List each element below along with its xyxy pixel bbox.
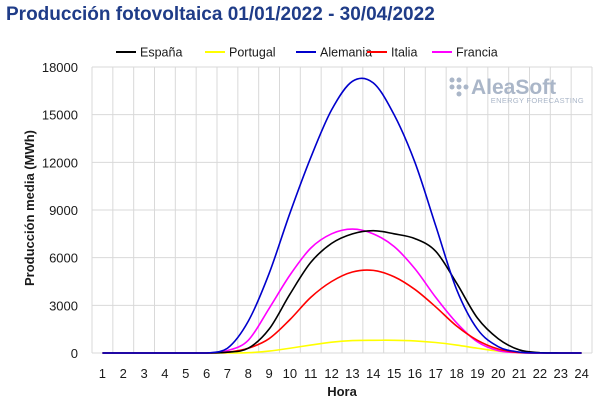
x-tick-label: 17 <box>429 366 443 381</box>
x-tick-label: 5 <box>182 366 189 381</box>
x-tick-label: 9 <box>265 366 272 381</box>
x-tick-label: 16 <box>408 366 422 381</box>
logo-tagline: ENERGY FORECASTING <box>491 96 584 105</box>
y-tick-label: 12000 <box>42 155 78 170</box>
legend-item-francia: Francia <box>432 46 498 60</box>
x-tick-label: 24 <box>574 366 588 381</box>
x-tick-label: 23 <box>554 366 568 381</box>
y-tick-label: 0 <box>71 346 78 361</box>
grid <box>91 66 593 354</box>
x-axis-title: Hora <box>327 384 357 399</box>
legend-label: Alemania <box>320 46 372 60</box>
x-tick-label: 15 <box>387 366 401 381</box>
x-tick-label: 20 <box>491 366 505 381</box>
x-tick-label: 22 <box>533 366 547 381</box>
logo-dots-icon <box>449 77 469 97</box>
legend-label: Portugal <box>229 46 276 60</box>
legend-item-italia: Italia <box>367 46 417 60</box>
x-tick-label: 3 <box>140 366 147 381</box>
x-tick-label: 4 <box>161 366 168 381</box>
legend-item-portugal: Portugal <box>205 46 276 60</box>
legend-label: Italia <box>391 46 417 60</box>
x-tick-label: 7 <box>224 366 231 381</box>
y-tick-label: 3000 <box>49 298 78 313</box>
y-tick-label: 18000 <box>42 60 78 75</box>
x-tick-label: 1 <box>99 366 106 381</box>
y-tick-label: 9000 <box>49 203 78 218</box>
y-tick-label: 15000 <box>42 108 78 123</box>
y-tick-label: 6000 <box>49 251 78 266</box>
legend-label: España <box>140 46 182 60</box>
x-tick-label: 18 <box>449 366 463 381</box>
x-tick-label: 2 <box>120 366 127 381</box>
x-tick-label: 14 <box>366 366 380 381</box>
x-axis-ticks: 1 2 3 4 5 6 7 8 9 10 11 12 13 14 15 16 17 18 19 20 21 22 23 24 <box>99 366 589 381</box>
logo-name: AleaSoft <box>471 76 556 99</box>
x-tick-label: 19 <box>470 366 484 381</box>
x-tick-label: 21 <box>512 366 526 381</box>
legend-item-alemania: Alemania <box>296 46 372 60</box>
aleasoft-logo: AleaSoft ENERGY FORECASTING <box>449 76 584 105</box>
legend-label: Francia <box>456 46 498 60</box>
legend: España Portugal Alemania Italia Francia <box>116 46 498 60</box>
series-lines <box>102 77 582 354</box>
chart-title: Producción fotovoltaica 01/01/2022 - 30/… <box>6 4 435 25</box>
legend-item-españa: España <box>116 46 182 60</box>
series-line-alemania <box>102 77 582 354</box>
x-tick-label: 13 <box>345 366 359 381</box>
x-tick-label: 8 <box>245 366 252 381</box>
x-tick-label: 10 <box>283 366 297 381</box>
x-tick-label: 6 <box>203 366 210 381</box>
y-axis-ticks: 0 3000 6000 9000 12000 15000 18000 <box>42 60 78 361</box>
x-tick-label: 11 <box>304 366 318 381</box>
y-axis-title: Producción media (MWh) <box>22 130 37 286</box>
x-tick-label: 12 <box>324 366 338 381</box>
